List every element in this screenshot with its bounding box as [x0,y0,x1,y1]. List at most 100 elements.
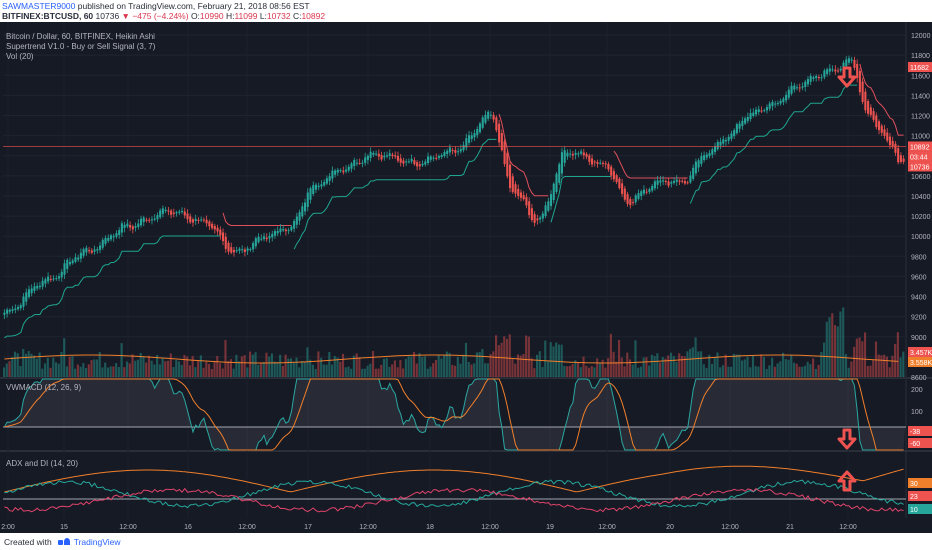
candle-body [457,151,460,153]
candle-body [795,87,799,89]
candle-body [243,249,246,253]
volume-bar [817,364,820,377]
volume-bar [134,360,137,377]
volume-bar [325,364,328,377]
volume-bar [273,361,276,377]
candle-body [200,219,203,221]
candle-body [681,180,684,182]
candle-body [686,182,689,184]
volume-bar [249,351,252,377]
volume-bar [478,351,481,377]
time-tick-label: 12:00 [839,524,857,531]
volume-bar [123,367,126,377]
close-label: C: [292,11,302,21]
volume-bar [22,348,25,377]
adx-value-tag-bg [908,478,932,488]
volume-bar [93,359,96,377]
candle-body [82,249,85,256]
candle-body [631,202,635,204]
candle-body [776,103,779,105]
candle-body [205,219,208,224]
candle-body [402,160,405,164]
candle-body [246,248,249,251]
chart-canvas[interactable]: 8600880090009200940096009800100001020010… [0,22,932,533]
candle-body [607,163,610,170]
time-tick-label: 12:00 [481,524,499,531]
candle-body [596,162,599,164]
volume-bar [831,313,834,377]
candle-body [495,117,498,131]
volume-bar [546,361,550,377]
volume-bar [902,351,905,377]
candle-body [336,169,339,173]
volume-bar [650,354,653,377]
volume-bar [74,368,77,377]
volume-bar [224,340,227,377]
candle-body [694,161,697,174]
volume-bar [779,361,782,377]
candle-body [79,252,82,259]
price-tick-label: 11400 [911,93,930,100]
volume-bar [549,342,552,377]
volume-bar [44,363,47,377]
candle-body [287,230,290,232]
volume-bar [314,368,317,377]
supertrend-line [293,138,497,250]
volume-bar [87,364,90,377]
candle-body [328,176,331,181]
supertrend-line [859,63,904,136]
macd-tick-label: 200 [911,387,923,394]
macd-tick-label: 100 [911,409,923,416]
volume-bar [836,326,839,377]
volume-bar [894,344,897,377]
volume-bar [232,368,235,377]
candle-body [727,136,730,141]
candle-body [585,153,588,157]
candle-body [49,279,52,281]
candle-body [265,237,268,240]
volume-bar [612,351,615,377]
volume-bar [175,360,178,377]
volume-bar [694,337,697,377]
volume-bar [126,361,129,377]
candle-body [902,158,905,162]
volume-bar [309,359,312,377]
volume-bar [746,356,749,377]
candle-body [801,86,804,88]
candle-body [525,197,528,206]
candle-body [443,152,446,157]
chart-area[interactable]: 8600880090009200940096009800100001020010… [0,22,932,533]
candle-body [886,132,889,141]
candle-body [25,292,28,302]
candle-body [306,192,309,207]
symbol-name: BITFINEX:BTCUSD, 60 [2,11,94,21]
candle-body [459,149,462,152]
volume-bar [311,364,314,377]
volume-bar [795,363,798,377]
volume-bar [825,321,828,377]
volume-bar [601,359,604,377]
publisher-link[interactable]: SAWMASTER9000 [2,1,76,11]
candle-body [618,178,621,189]
volume-bar [426,368,429,377]
candle-body [754,109,758,115]
volume-bar [489,354,492,377]
volume-bar [812,358,815,377]
volume-bar [331,364,334,377]
candle-body [189,216,192,223]
candle-body [418,164,421,167]
volume-bar [355,353,358,377]
candle-body [522,195,525,200]
volume-bar [380,364,383,377]
tradingview-link[interactable]: TradingView [73,536,121,547]
volume-bar [648,365,651,377]
volume-bar [464,342,468,377]
candle-body [623,188,626,200]
time-tick-label: 12:00 [359,524,377,531]
volume-bar [336,357,339,377]
price-tick-label: 9400 [911,295,927,302]
volume-bar [115,363,118,377]
supertrend-price-tag: 11682 [910,65,929,72]
volume-bar [221,368,224,377]
volume-bar [404,358,407,377]
